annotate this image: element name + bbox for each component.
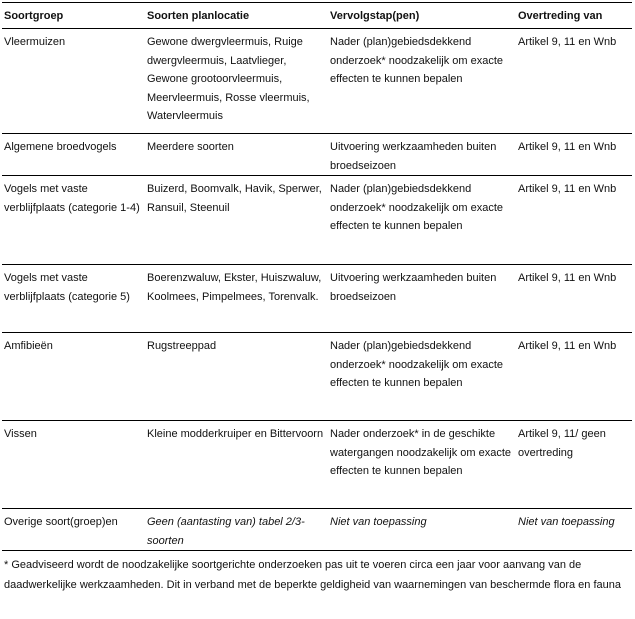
cell-overtreding: Artikel 9, 11 en Wnb [516,175,632,265]
cell-soortgroep: Vogels met vaste verblijfplaats (categor… [2,175,145,265]
cell-soortgroep: Algemene broedvogels [2,133,145,176]
cell-overtreding: Artikel 9, 11 en Wnb [516,332,632,421]
table-row: Vogels met vaste verblijfplaats (categor… [2,264,632,333]
cell-soorten: Geen (aantasting van) tabel 2/3-soorten [145,508,328,551]
cell-soorten: Boerenzwaluw, Ekster, Huiszwaluw, Koolme… [145,264,328,333]
cell-vervolgstap: Uitvoering werkzaamheden buiten broedsei… [328,264,516,333]
cell-soorten: Gewone dwergvleermuis, Ruige dwergvleerm… [145,28,328,134]
cell-overtreding: Artikel 9, 11 en Wnb [516,133,632,176]
table-row: Vogels met vaste verblijfplaats (categor… [2,175,632,265]
species-table: Soortgroep Soorten planlocatie Vervolgst… [2,2,632,551]
cell-vervolgstap: Nader (plan)gebiedsdekkend onderzoek* no… [328,332,516,421]
table-row: Amfibieën Rugstreeppad Nader (plan)gebieds… [2,332,632,421]
table-row: Overige soort(groep)en Geen (aantasting v… [2,508,632,551]
cell-soorten: Kleine modderkruiper en Bittervoorn [145,420,328,509]
cell-vervolgstap: Nader (plan)gebiedsdekkend onderzoek* no… [328,28,516,134]
cell-soortgroep: Amfibieën [2,332,145,421]
cell-vervolgstap: Nader onderzoek* in de geschikte waterga… [328,420,516,509]
table-header: Soortgroep Soorten planlocatie Vervolgst… [2,2,632,29]
cell-soortgroep: Vissen [2,420,145,509]
cell-soortgroep: Overige soort(groep)en [2,508,145,551]
cell-vervolgstap: Niet van toepassing [328,508,516,551]
cell-overtreding: Niet van toepassing [516,508,632,551]
table-row: Vleermuizen Gewone dwergvleermuis, Ruige … [2,28,632,134]
header-soortgroep: Soortgroep [2,2,145,29]
cell-soortgroep: Vleermuizen [2,28,145,134]
cell-soorten: Rugstreeppad [145,332,328,421]
header-soorten: Soorten planlocatie [145,2,328,29]
table-row: Vissen Kleine modderkruiper en Bittervoor… [2,420,632,509]
cell-vervolgstap: Uitvoering werkzaamheden buiten broedsei… [328,133,516,176]
document: Soortgroep Soorten planlocatie Vervolgst… [2,2,632,595]
cell-soortgroep: Vogels met vaste verblijfplaats (categor… [2,264,145,333]
header-vervolgstap: Vervolgstap(pen) [328,2,516,29]
cell-soorten: Meerdere soorten [145,133,328,176]
cell-vervolgstap: Nader (plan)gebiedsdekkend onderzoek* no… [328,175,516,265]
table-row: Algemene broedvogels Meerdere soorten Uitv… [2,133,632,176]
footnote: * Geadviseerd wordt de noodzakelijke soo… [4,559,621,591]
cell-overtreding: Artikel 9, 11 en Wnb [516,264,632,333]
cell-overtreding: Artikel 9, 11/ geen overtreding [516,420,632,509]
cell-overtreding: Artikel 9, 11 en Wnb [516,28,632,134]
cell-soorten: Buizerd, Boomvalk, Havik, Sperwer, Ransu… [145,175,328,265]
header-overtreding: Overtreding van [516,2,632,29]
